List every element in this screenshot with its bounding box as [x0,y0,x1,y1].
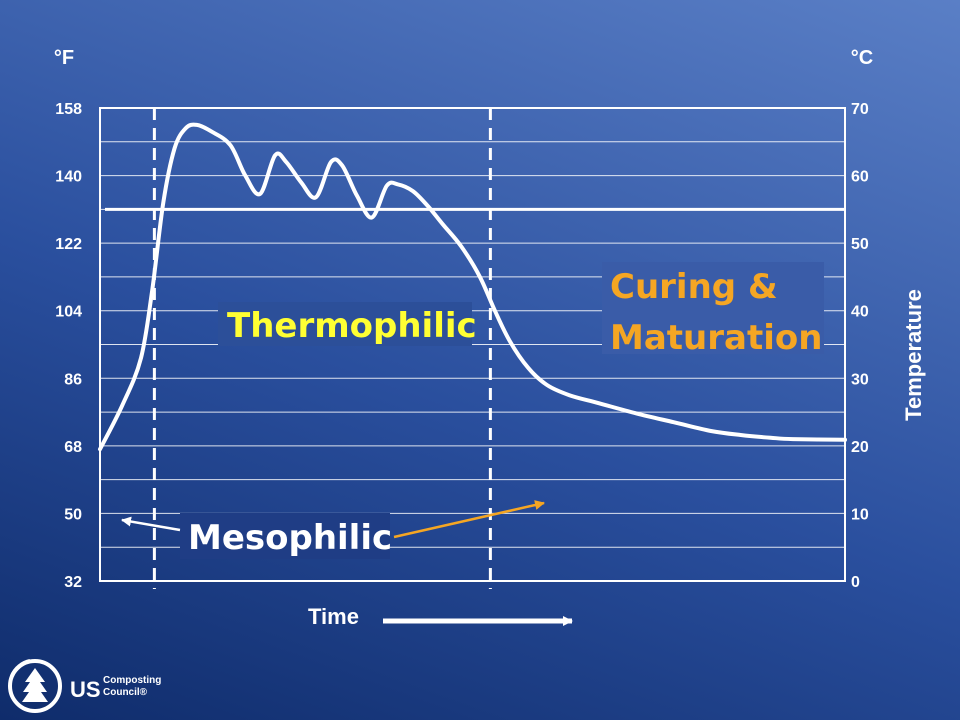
recycle-arc-icon [10,659,31,677]
right-tick-label: 20 [851,439,869,456]
right-axis-celsius: 70 60 50 40 30 20 10 0 [851,101,869,591]
phase-label-curing-line1: Curing & [610,267,778,307]
phase-label-curing-line2: Maturation [610,318,822,358]
right-tick-label: 60 [851,169,869,186]
left-tick-label: 68 [64,439,82,456]
left-tick-label: 158 [55,101,82,118]
left-tick-label: 50 [64,506,82,523]
left-axis-unit: °F [54,47,74,69]
left-tick-label: 140 [55,169,82,186]
mesophilic-label-bg [180,513,390,559]
plot-area-frame [99,107,846,582]
tree-icon [22,668,48,702]
mesophilic-pointer-orange [393,500,545,539]
right-tick-label: 70 [851,101,869,118]
right-tick-label: 0 [851,574,860,591]
temperature-curve [98,122,847,452]
phase-label-thermophilic: Thermophilic [227,306,477,346]
logo-emblem-icon [8,659,62,713]
phase-label-mesophilic: Mesophilic [188,518,392,558]
left-tick-label: 86 [64,371,82,388]
left-tick-label: 32 [64,574,82,591]
right-tick-label: 30 [851,371,869,388]
left-tick-label: 122 [55,236,82,253]
thermophilic-label-bg [218,302,472,346]
logo-us: US [70,677,101,702]
left-axis-fahrenheit: 158 140 122 104 86 68 50 32 [55,101,82,591]
right-axis-title: Temperature [901,289,926,421]
logo-line1: Composting [103,675,161,686]
us-composting-council-logo: US Composting Council® [8,659,161,713]
right-axis-unit: °C [851,47,873,69]
curing-label-bg [602,262,824,354]
left-tick-label: 104 [55,304,82,321]
x-axis-label: Time [308,604,359,629]
right-tick-label: 10 [851,506,869,523]
logo-line2: Council® [103,687,148,698]
mesophilic-pointer-white [121,516,181,532]
right-tick-label: 50 [851,236,869,253]
right-tick-label: 40 [851,304,869,321]
